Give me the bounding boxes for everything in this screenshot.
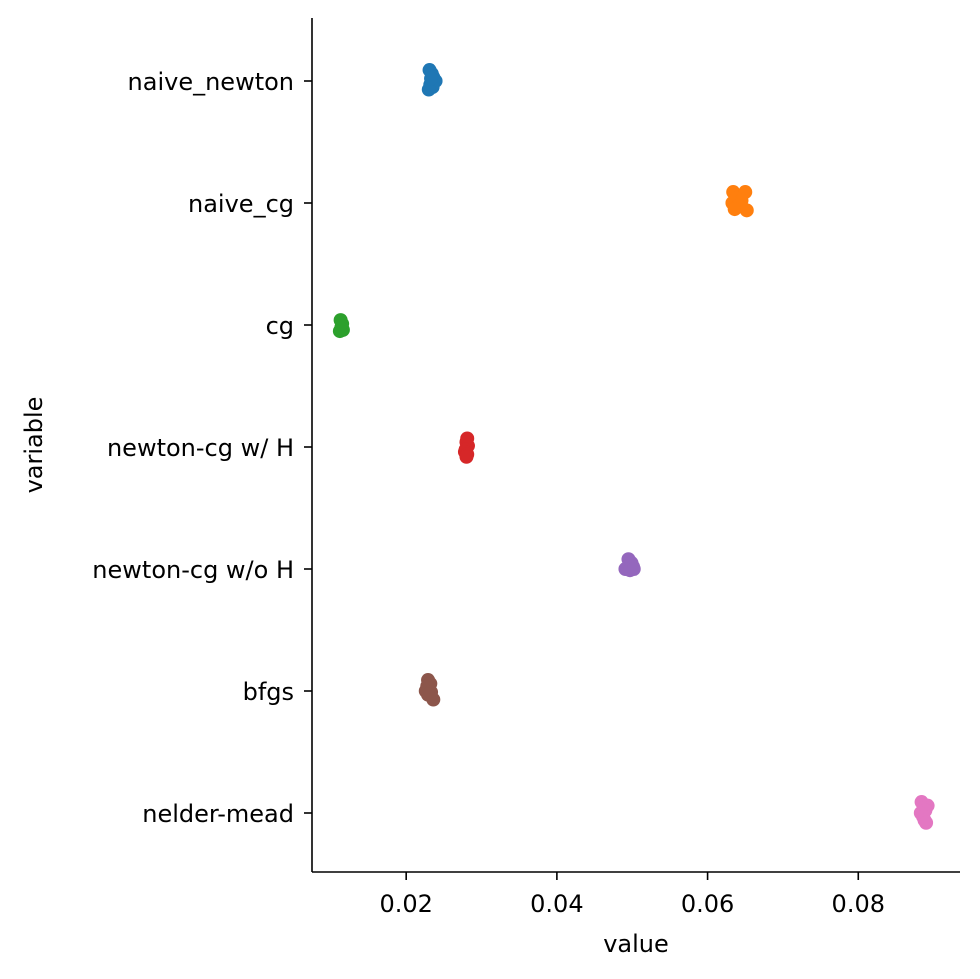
data-point bbox=[424, 71, 439, 86]
series-naive-cg bbox=[725, 185, 754, 218]
x-axis-ticks: 0.02 0.04 0.06 0.08 bbox=[379, 872, 885, 918]
data-point bbox=[332, 324, 347, 339]
y-tick-label: newton-cg w/ H bbox=[107, 434, 294, 462]
series-bfgs bbox=[418, 673, 441, 707]
y-tick-label: newton-cg w/o H bbox=[92, 556, 294, 584]
x-axis-label: value bbox=[603, 930, 669, 958]
x-tick-label: 0.04 bbox=[530, 890, 583, 918]
x-tick-label: 0.02 bbox=[379, 890, 432, 918]
data-point bbox=[426, 692, 441, 707]
y-tick-label: naive_newton bbox=[128, 68, 294, 96]
data-point bbox=[919, 815, 934, 830]
y-tick-label: naive_cg bbox=[188, 190, 294, 218]
series-nelder-mead bbox=[913, 795, 935, 830]
series-cg bbox=[332, 313, 350, 339]
y-axis-label: variable bbox=[20, 397, 48, 494]
data-point bbox=[727, 202, 742, 217]
data-points bbox=[332, 63, 935, 830]
y-tick-label: nelder-mead bbox=[142, 800, 294, 828]
x-tick-label: 0.08 bbox=[832, 890, 885, 918]
series-naive-newton bbox=[421, 63, 443, 97]
x-tick-label: 0.06 bbox=[681, 890, 734, 918]
series-newton-cg-w-o-h bbox=[618, 552, 641, 578]
data-point bbox=[421, 82, 436, 97]
data-point bbox=[739, 203, 754, 218]
y-tick-label: bfgs bbox=[243, 678, 294, 706]
y-tick-label: cg bbox=[266, 312, 294, 340]
series-newton-cg-w-h bbox=[457, 431, 475, 464]
data-point bbox=[459, 449, 474, 464]
data-point bbox=[626, 562, 641, 576]
